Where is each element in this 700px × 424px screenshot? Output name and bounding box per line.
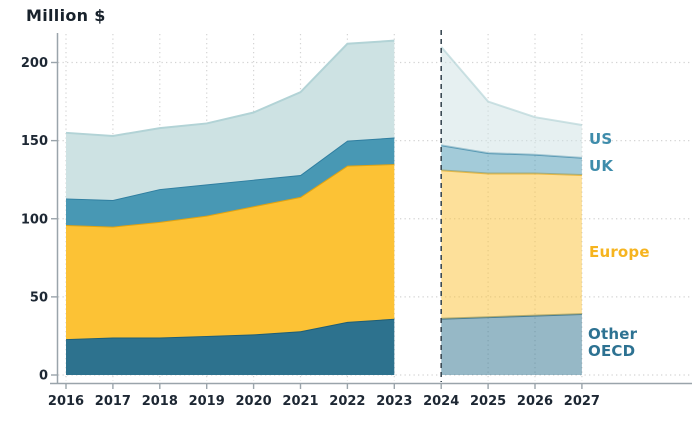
legend-label-other-oecd: Other OECD (588, 325, 638, 360)
area-other-oecd-forecast (441, 314, 582, 375)
edge-us-forecast (440, 46, 583, 126)
x-tick-label: 2023 (376, 394, 412, 409)
area-europe-forecast (441, 170, 582, 319)
area-europe-historical (66, 164, 395, 340)
x-tick-label: 2027 (564, 394, 600, 409)
area-us-forecast (441, 46, 582, 158)
legend-label-uk: UK (589, 157, 614, 175)
edge-us-historical (65, 39, 395, 137)
x-tick-label: 2024 (423, 394, 459, 409)
y-tick-label: 150 (21, 134, 48, 149)
x-tick-label: 2016 (48, 394, 84, 409)
x-tick-label: 2019 (189, 394, 225, 409)
x-tick-label: 2020 (236, 394, 272, 409)
legend-label-us: US (589, 130, 613, 148)
x-tick-label: 2018 (142, 394, 178, 409)
y-tick-label: 100 (21, 212, 48, 227)
area-uk-historical (66, 137, 395, 227)
x-tick-label: 2022 (329, 394, 365, 409)
x-tick-label: 2017 (95, 394, 131, 409)
x-tick-label: 2026 (517, 394, 553, 409)
y-tick-label: 200 (21, 56, 48, 71)
legend-label-europe: Europe (589, 243, 650, 261)
x-tick-label: 2021 (282, 394, 318, 409)
y-tick-label: 0 (39, 369, 48, 384)
x-tick-label: 2025 (470, 394, 506, 409)
y-tick-label: 50 (30, 290, 48, 305)
chart-title: Million $ (26, 6, 106, 25)
area-other-oecd-historical (66, 318, 395, 375)
area-uk-forecast (441, 145, 582, 175)
